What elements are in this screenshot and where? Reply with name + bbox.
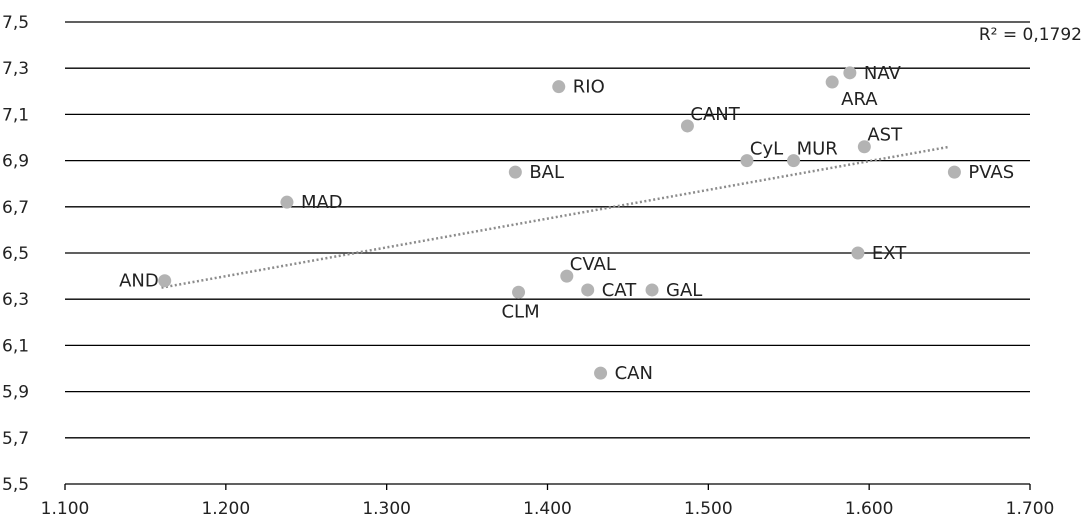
point-label-nav: NAV xyxy=(864,63,902,84)
axes: 5,5 5,7 5,9 6,1 6,3 6,5 6,7 6,9 7,1 7,3 7,5 1.100 1.… xyxy=(2,13,1054,519)
point-label-clm: CLM xyxy=(501,301,539,322)
data-point-gal xyxy=(645,283,659,297)
y-tick-label: 7,3 xyxy=(2,59,29,79)
y-tick-label: 7,1 xyxy=(2,105,29,125)
data-point-cyl xyxy=(740,154,754,168)
y-tick-label: 6,7 xyxy=(2,198,29,218)
point-label-cyl: CyL xyxy=(750,139,783,160)
y-tick-label: 5,7 xyxy=(2,429,29,449)
y-tick-label: 5,9 xyxy=(2,383,29,403)
data-point-cat xyxy=(581,283,595,297)
data-point-nav xyxy=(843,66,857,80)
point-label-mur: MUR xyxy=(797,139,838,160)
point-labels: AND MAD BAL CLM RIO CVAL CAT CAN GAL CANT CyL MUR AR… xyxy=(119,63,1014,384)
x-tick-label: 1.500 xyxy=(684,499,733,519)
point-label-ara: ARA xyxy=(841,89,878,110)
y-tick-label: 5,5 xyxy=(2,475,29,495)
y-tick-label: 6,9 xyxy=(2,152,29,172)
y-tick-label: 6,1 xyxy=(2,336,29,356)
x-tick-label: 1.100 xyxy=(41,499,90,519)
point-label-pvas: PVAS xyxy=(968,162,1014,183)
data-point-clm xyxy=(512,285,526,299)
data-point-mad xyxy=(280,195,294,209)
point-label-can: CAN xyxy=(615,363,653,384)
data-point-rio xyxy=(552,80,566,94)
point-label-gal: GAL xyxy=(666,280,702,301)
x-tick-label: 1.300 xyxy=(362,499,411,519)
point-label-ext: EXT xyxy=(872,243,907,264)
point-label-cat: CAT xyxy=(602,280,637,301)
data-point-can xyxy=(594,366,608,380)
x-tick-label: 1.200 xyxy=(201,499,250,519)
point-label-mad: MAD xyxy=(301,192,343,213)
point-label-ast: AST xyxy=(867,125,903,146)
data-point-ara xyxy=(825,75,839,89)
data-point-cval xyxy=(560,269,574,283)
y-tick-label: 7,5 xyxy=(2,13,29,33)
point-label-rio: RIO xyxy=(573,77,605,98)
trend-line xyxy=(161,145,950,289)
data-point-ext xyxy=(851,246,865,260)
y-tick-label: 6,5 xyxy=(2,244,29,264)
data-point-bal xyxy=(508,165,522,179)
x-tick-label: 1.600 xyxy=(845,499,894,519)
trendline xyxy=(161,145,950,289)
x-tick-label: 1.700 xyxy=(1006,499,1055,519)
point-label-cant: CANT xyxy=(690,104,740,125)
data-points xyxy=(158,66,961,380)
r-squared-label: R² = 0,1792 xyxy=(979,25,1082,45)
data-point-and xyxy=(158,274,172,288)
data-point-ast xyxy=(857,140,871,154)
point-label-bal: BAL xyxy=(529,162,564,183)
grid-lines xyxy=(65,21,1030,485)
point-label-and: AND xyxy=(119,271,159,292)
data-point-pvas xyxy=(947,165,961,179)
point-label-cval: CVAL xyxy=(570,254,616,275)
y-tick-label: 6,3 xyxy=(2,290,29,310)
data-point-cant xyxy=(680,119,694,133)
x-tick-label: 1.400 xyxy=(523,499,572,519)
data-point-mur xyxy=(787,154,801,168)
